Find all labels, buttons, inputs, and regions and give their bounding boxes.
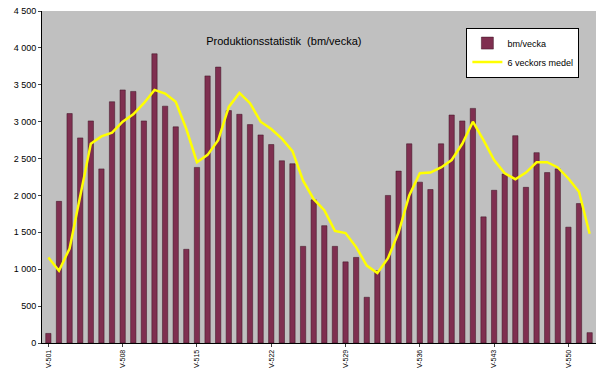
svg-text:bm/vecka: bm/vecka xyxy=(507,39,546,49)
svg-text:500: 500 xyxy=(21,301,36,311)
svg-text:0: 0 xyxy=(31,338,36,348)
svg-text:3 000: 3 000 xyxy=(14,117,37,127)
svg-text:V-550: V-550 xyxy=(565,350,572,368)
svg-text:V-543: V-543 xyxy=(490,350,497,368)
svg-text:4 000: 4 000 xyxy=(14,43,37,53)
svg-text:Produktionsstatistik (bm/veck: Produktionsstatistik (bm/vecka) xyxy=(206,35,361,47)
svg-text:2 000: 2 000 xyxy=(14,191,37,201)
svg-text:1 500: 1 500 xyxy=(14,227,37,237)
svg-text:V-529: V-529 xyxy=(342,350,349,368)
svg-text:V-522: V-522 xyxy=(268,350,275,368)
svg-text:V-508: V-508 xyxy=(119,350,126,368)
svg-text:V-515: V-515 xyxy=(193,350,200,368)
svg-text:1 000: 1 000 xyxy=(14,264,37,274)
svg-text:V-536: V-536 xyxy=(416,350,423,368)
svg-text:2 500: 2 500 xyxy=(14,154,37,164)
svg-text:V-501: V-501 xyxy=(45,350,52,368)
svg-text:3 500: 3 500 xyxy=(14,80,37,90)
svg-text:4 500: 4 500 xyxy=(14,6,37,16)
svg-text:6 veckors medel: 6 veckors medel xyxy=(507,58,573,68)
